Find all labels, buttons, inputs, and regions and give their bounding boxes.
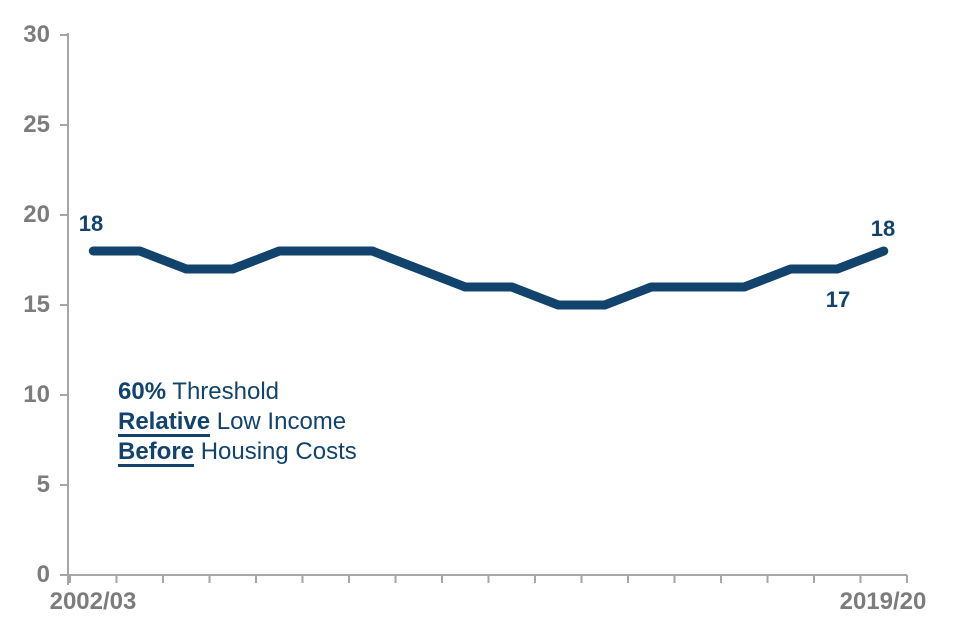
y-tick-label: 5 [36,471,50,498]
y-tick-label: 0 [36,561,50,588]
y-tick-label: 10 [23,381,50,408]
data-label-last: 18 [870,216,896,241]
data-label-2018-19: 17 [825,287,851,312]
y-tick-label: 25 [23,111,50,138]
annotation-text: Low Income [210,408,347,435]
data-line [88,246,889,310]
data-label-first: 18 [78,211,104,236]
annotation-bold-text: 60% [118,378,167,405]
y-tick-label: 30 [23,21,50,48]
y-tick-label: 20 [23,201,50,228]
annotation-bold-underlined-text: Relative [118,408,211,435]
series-annotation: 60% Threshold Relative Low Income Before… [118,377,357,467]
y-tick-label: 15 [23,291,50,318]
annotation-line-2: Relative Low Income [118,407,357,437]
annotation-text: Threshold [166,378,280,405]
annotation-bold-underlined-text: Before [118,438,195,465]
x-axis-label-start: 2002/03 [49,588,137,615]
annotation-line-3: Before Housing Costs [118,437,357,467]
x-axis-label-end: 2019/20 [839,588,927,615]
annotation-text: Housing Costs [194,438,357,465]
annotation-line-1: 60% Threshold [118,377,357,407]
